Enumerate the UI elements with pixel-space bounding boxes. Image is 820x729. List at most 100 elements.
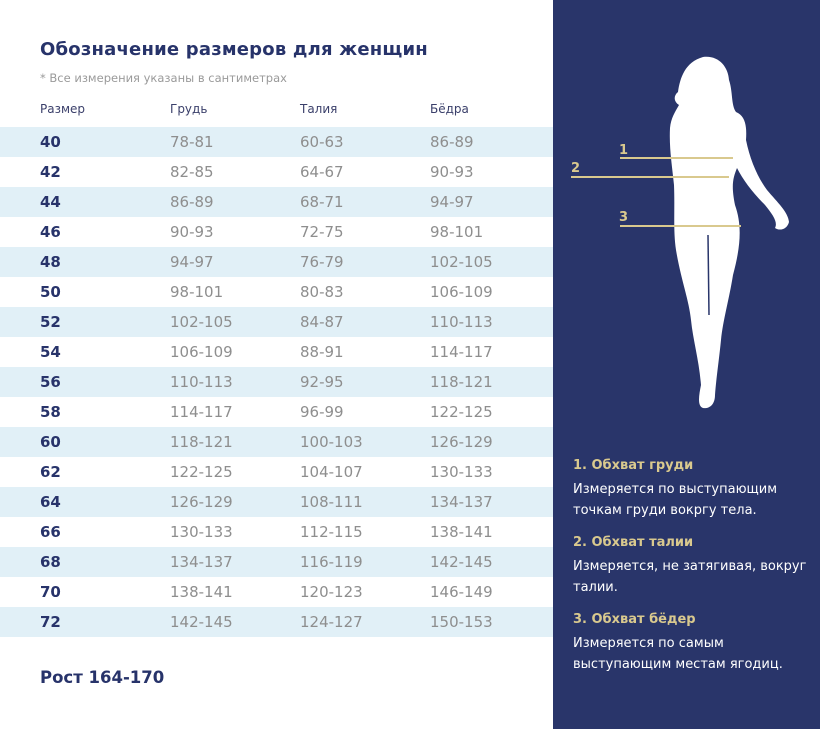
hips-cell: 86-89 bbox=[430, 133, 474, 151]
size-cell: 70 bbox=[40, 583, 61, 601]
size-cell: 50 bbox=[40, 283, 61, 301]
table-row: 40 78-81 60-63 86-89 bbox=[0, 127, 553, 157]
waist-cell: 88-91 bbox=[300, 343, 344, 361]
size-cell: 66 bbox=[40, 523, 61, 541]
waist-cell: 124-127 bbox=[300, 613, 363, 631]
size-cell: 58 bbox=[40, 403, 61, 421]
size-cell: 60 bbox=[40, 433, 61, 451]
hips-cell: 98-101 bbox=[430, 223, 484, 241]
body-silhouette-figure: 1 2 3 bbox=[571, 56, 789, 409]
waist-text: Измеряется, не затягивая, вокруг талии. bbox=[573, 559, 807, 595]
hips-cell: 130-133 bbox=[430, 463, 493, 481]
table-row: 72 142-145 124-127 150-153 bbox=[0, 607, 553, 637]
bust-cell: 102-105 bbox=[170, 313, 233, 331]
hips-cell: 90-93 bbox=[430, 163, 474, 181]
woman-silhouette-icon bbox=[669, 56, 789, 409]
bust-text: Измеряется по выступающим точкам груди в… bbox=[573, 482, 778, 518]
measurement-guide-panel: 1 2 3 1. Обхват груди Измеряется по выст… bbox=[553, 0, 820, 729]
size-cell: 56 bbox=[40, 373, 61, 391]
waist-cell: 72-75 bbox=[300, 223, 344, 241]
bust-cell: 142-145 bbox=[170, 613, 233, 631]
size-cell: 62 bbox=[40, 463, 61, 481]
hips-cell: 134-137 bbox=[430, 493, 493, 511]
table-row: 42 82-85 64-67 90-93 bbox=[0, 157, 553, 187]
waist-cell: 80-83 bbox=[300, 283, 344, 301]
hips-cell: 102-105 bbox=[430, 253, 493, 271]
table-row: 60 118-121 100-103 126-129 bbox=[0, 427, 553, 457]
hips-cell: 94-97 bbox=[430, 193, 474, 211]
table-row: 68 134-137 116-119 142-145 bbox=[0, 547, 553, 577]
hips-cell: 142-145 bbox=[430, 553, 493, 571]
hips-cell: 110-113 bbox=[430, 313, 493, 331]
table-row: 66 130-133 112-115 138-141 bbox=[0, 517, 553, 547]
size-cell: 64 bbox=[40, 493, 61, 511]
waist-cell: 92-95 bbox=[300, 373, 344, 391]
column-header-waist: Талия bbox=[300, 102, 338, 116]
size-cell: 54 bbox=[40, 343, 61, 361]
waist-cell: 120-123 bbox=[300, 583, 363, 601]
hips-cell: 146-149 bbox=[430, 583, 493, 601]
hips-description: 3. Обхват бёдер Измеряется по самым выст… bbox=[573, 612, 813, 675]
hips-cell: 150-153 bbox=[430, 613, 493, 631]
marker-1: 1 bbox=[619, 143, 628, 158]
hips-cell: 106-109 bbox=[430, 283, 493, 301]
table-row: 62 122-125 104-107 130-133 bbox=[0, 457, 553, 487]
bust-cell: 86-89 bbox=[170, 193, 214, 211]
bust-cell: 134-137 bbox=[170, 553, 233, 571]
bust-description: 1. Обхват груди Измеряется по выступающи… bbox=[573, 458, 813, 521]
size-cell: 72 bbox=[40, 613, 61, 631]
page-title: Обозначение размеров для женщин bbox=[40, 39, 428, 60]
column-header-size: Размер bbox=[40, 102, 86, 116]
column-header-bust: Грудь bbox=[170, 102, 208, 116]
size-cell: 46 bbox=[40, 223, 61, 241]
bust-cell: 94-97 bbox=[170, 253, 214, 271]
hips-text: Измеряется по самым выступающим местам я… bbox=[573, 636, 783, 672]
waist-cell: 96-99 bbox=[300, 403, 344, 421]
table-row: 50 98-101 80-83 106-109 bbox=[0, 277, 553, 307]
size-cell: 40 bbox=[40, 133, 61, 151]
hips-cell: 138-141 bbox=[430, 523, 493, 541]
size-cell: 68 bbox=[40, 553, 61, 571]
bust-cell: 138-141 bbox=[170, 583, 233, 601]
bust-cell: 130-133 bbox=[170, 523, 233, 541]
hips-cell: 118-121 bbox=[430, 373, 493, 391]
waist-cell: 60-63 bbox=[300, 133, 344, 151]
table-row: 44 86-89 68-71 94-97 bbox=[0, 187, 553, 217]
table-row: 52 102-105 84-87 110-113 bbox=[0, 307, 553, 337]
waist-cell: 108-111 bbox=[300, 493, 363, 511]
bust-cell: 82-85 bbox=[170, 163, 214, 181]
waist-cell: 100-103 bbox=[300, 433, 363, 451]
size-table: 40 78-81 60-63 86-89 42 82-85 64-67 90-93 44 86-8… bbox=[0, 127, 553, 637]
waist-description: 2. Обхват талии Измеряется, не затягивая… bbox=[573, 535, 813, 598]
waist-cell: 112-115 bbox=[300, 523, 363, 541]
waist-cell: 76-79 bbox=[300, 253, 344, 271]
waist-cell: 104-107 bbox=[300, 463, 363, 481]
bust-cell: 110-113 bbox=[170, 373, 233, 391]
bust-cell: 114-117 bbox=[170, 403, 233, 421]
hips-title: 3. Обхват бёдер bbox=[573, 612, 696, 627]
hips-cell: 126-129 bbox=[430, 433, 493, 451]
bust-title: 1. Обхват груди bbox=[573, 458, 694, 473]
table-row: 54 106-109 88-91 114-117 bbox=[0, 337, 553, 367]
waist-title: 2. Обхват талии bbox=[573, 535, 694, 550]
waist-cell: 116-119 bbox=[300, 553, 363, 571]
size-table-section: Обозначение размеров для женщин * Все из… bbox=[0, 39, 553, 687]
bust-cell: 118-121 bbox=[170, 433, 233, 451]
size-cell: 52 bbox=[40, 313, 61, 331]
table-row: 58 114-117 96-99 122-125 bbox=[0, 397, 553, 427]
waist-cell: 64-67 bbox=[300, 163, 344, 181]
size-cell: 42 bbox=[40, 163, 61, 181]
bust-cell: 122-125 bbox=[170, 463, 233, 481]
units-note: * Все измерения указаны в сантиметрах bbox=[40, 71, 287, 85]
marker-2: 2 bbox=[571, 161, 580, 176]
bust-cell: 106-109 bbox=[170, 343, 233, 361]
bust-cell: 90-93 bbox=[170, 223, 214, 241]
waist-cell: 84-87 bbox=[300, 313, 344, 331]
bust-cell: 98-101 bbox=[170, 283, 224, 301]
marker-3: 3 bbox=[619, 210, 628, 225]
table-row: 56 110-113 92-95 118-121 bbox=[0, 367, 553, 397]
table-row: 46 90-93 72-75 98-101 bbox=[0, 217, 553, 247]
leg-gap bbox=[707, 234, 710, 316]
table-row: 70 138-141 120-123 146-149 bbox=[0, 577, 553, 607]
height-label: Рост 164-170 bbox=[40, 668, 165, 687]
